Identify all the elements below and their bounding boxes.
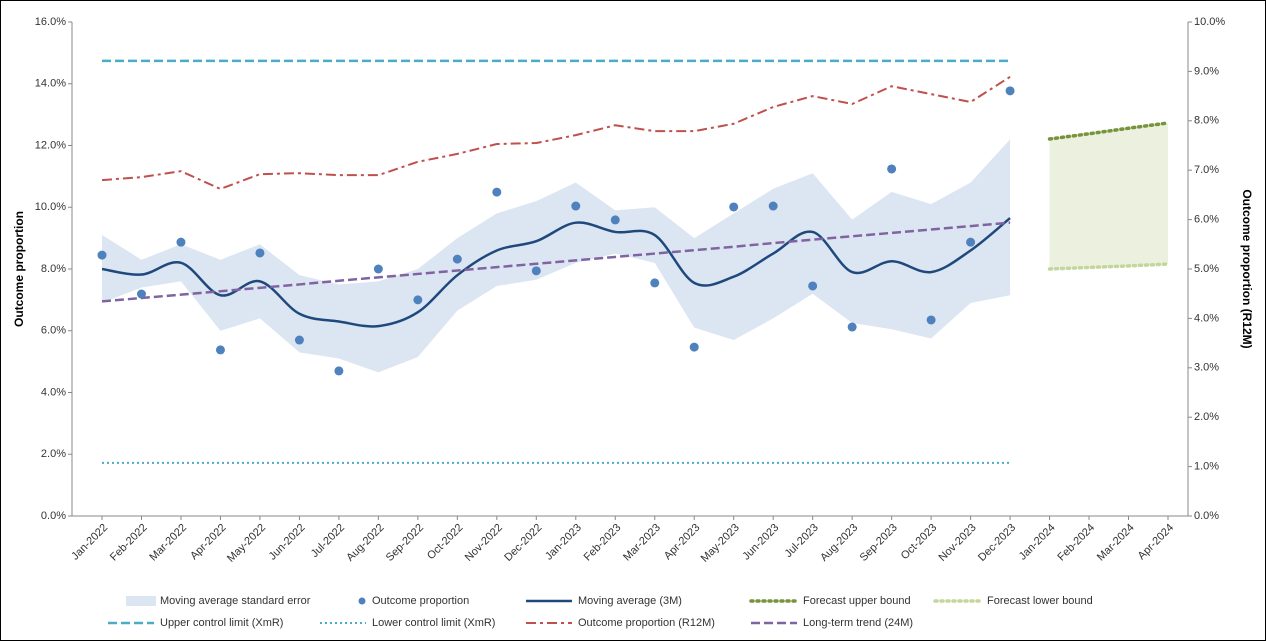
data-point bbox=[650, 278, 660, 288]
y-tick-label: 6.0% bbox=[41, 325, 66, 337]
data-point bbox=[768, 201, 778, 211]
y-tick-label: 4.0% bbox=[41, 386, 66, 398]
data-point bbox=[452, 254, 462, 264]
data-point bbox=[334, 366, 344, 376]
legend-label: Upper control limit (XmR) bbox=[160, 617, 283, 629]
data-point bbox=[1005, 86, 1015, 96]
series-line bbox=[1047, 262, 1170, 271]
legend-label: Long-term trend (24M) bbox=[803, 617, 913, 629]
data-point bbox=[176, 237, 186, 247]
y-axis-title: Outcome proportion bbox=[12, 211, 26, 327]
data-point bbox=[373, 264, 383, 274]
data-point bbox=[729, 202, 739, 212]
data-point bbox=[294, 335, 304, 345]
legend-swatch bbox=[126, 596, 156, 606]
legend-label: Forecast upper bound bbox=[803, 595, 911, 607]
y2-tick-label: 8.0% bbox=[1194, 115, 1219, 127]
data-point bbox=[966, 237, 976, 247]
series-line bbox=[101, 217, 1011, 328]
data-point bbox=[136, 289, 146, 299]
data-point bbox=[847, 322, 857, 332]
y-tick-label: 0.0% bbox=[41, 510, 66, 522]
error-band bbox=[102, 139, 1011, 373]
forecast-area bbox=[1049, 122, 1168, 270]
data-point bbox=[215, 345, 225, 355]
data-point bbox=[926, 315, 936, 325]
legend-swatch bbox=[358, 597, 366, 605]
y2-tick-label: 6.0% bbox=[1194, 214, 1219, 226]
data-point bbox=[571, 201, 581, 211]
y2-tick-label: 9.0% bbox=[1194, 65, 1219, 77]
data-point bbox=[610, 215, 620, 225]
legend-label: Lower control limit (XmR) bbox=[372, 617, 495, 629]
data-point bbox=[97, 250, 107, 260]
y2-tick-label: 4.0% bbox=[1194, 312, 1219, 324]
y2-tick-label: 0.0% bbox=[1194, 510, 1219, 522]
series-line bbox=[1047, 121, 1170, 141]
legend-label: Forecast lower bound bbox=[987, 595, 1093, 607]
y-tick-label: 14.0% bbox=[35, 78, 66, 90]
y2-tick-label: 1.0% bbox=[1194, 461, 1219, 473]
y2-tick-label: 5.0% bbox=[1194, 263, 1219, 275]
y-tick-label: 16.0% bbox=[35, 16, 66, 28]
y-tick-label: 10.0% bbox=[35, 201, 66, 213]
y-tick-label: 2.0% bbox=[41, 448, 66, 460]
y2-axis-title: Outcome proportion (R12M) bbox=[1240, 189, 1254, 348]
legend-label: Moving average (3M) bbox=[578, 595, 682, 607]
y2-tick-label: 7.0% bbox=[1194, 164, 1219, 176]
data-point bbox=[887, 164, 897, 174]
data-point bbox=[808, 281, 818, 291]
y2-tick-label: 3.0% bbox=[1194, 362, 1219, 374]
data-point bbox=[492, 187, 502, 197]
series-line bbox=[101, 221, 1011, 303]
legend-label: Outcome proportion (R12M) bbox=[578, 617, 715, 629]
data-point bbox=[531, 266, 541, 276]
data-point bbox=[689, 342, 699, 352]
data-point bbox=[413, 295, 423, 305]
series-line bbox=[101, 75, 1011, 190]
data-point bbox=[255, 248, 265, 258]
y2-tick-label: 2.0% bbox=[1194, 411, 1219, 423]
legend-label: Moving average standard error bbox=[160, 595, 311, 607]
y-tick-label: 8.0% bbox=[41, 263, 66, 275]
y-tick-label: 12.0% bbox=[35, 139, 66, 151]
y2-tick-label: 10.0% bbox=[1194, 16, 1225, 28]
legend-label: Outcome proportion bbox=[372, 595, 469, 607]
